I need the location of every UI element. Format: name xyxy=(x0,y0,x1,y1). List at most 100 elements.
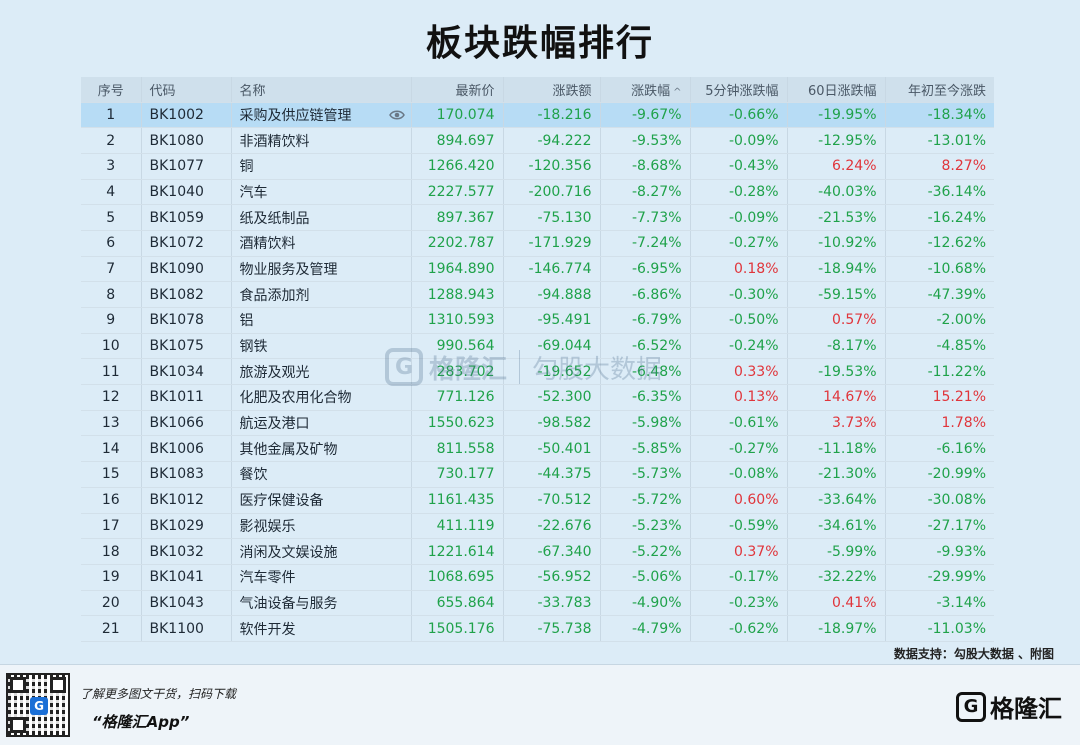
table-row[interactable]: 10 BK1075 钢铁 990.564 -69.044 -6.52% -0.24% -8.1… xyxy=(81,333,994,360)
qr-logo-icon: G xyxy=(30,697,48,715)
table-row[interactable]: 1 BK1002 采购及供应链管理 170.074 -18.216 -9.67% -0.66… xyxy=(81,102,994,129)
cell-name-text: 汽车 xyxy=(239,184,268,201)
col-header-index[interactable]: 序号 xyxy=(81,77,142,103)
table-row[interactable]: 15 BK1083 餐饮 730.177 -44.375 -5.73% -0.08% -21.… xyxy=(81,461,994,488)
cell-ytd: -11.03% xyxy=(885,615,994,642)
cell-change: -44.375 xyxy=(503,461,601,488)
table-row[interactable]: 19 BK1041 汽车零件 1068.695 -56.952 -5.06% -0.17% -… xyxy=(81,564,994,591)
table-row[interactable]: 7 BK1090 物业服务及管理 1964.890 -146.774 -6.95% 0.18… xyxy=(81,256,994,283)
cell-pct-text: -6.95% xyxy=(631,260,682,277)
cell-code: BK1075 xyxy=(141,333,232,360)
cell-5min-text: -0.66% xyxy=(728,106,779,123)
table-body: 1 BK1002 采购及供应链管理 170.074 -18.216 -9.67% -0.66… xyxy=(81,102,994,642)
table-row[interactable]: 9 BK1078 铝 1310.593 -95.491 -6.79% -0.50% 0.57%… xyxy=(81,307,994,334)
cell-code-text: BK1075 xyxy=(149,338,204,355)
cell-code: BK1041 xyxy=(141,564,232,591)
table-row[interactable]: 2 BK1080 非酒精饮料 894.697 -94.222 -9.53% -0.09% -1… xyxy=(81,127,994,154)
cell-pct-text: -5.98% xyxy=(631,415,682,432)
table-row[interactable]: 6 BK1072 酒精饮料 2202.787 -171.929 -7.24% -0.27% -… xyxy=(81,230,994,257)
cell-name: 纸及纸制品 xyxy=(231,204,412,231)
cell-price: 894.697 xyxy=(411,127,504,154)
cell-price: 1550.623 xyxy=(411,410,504,437)
col-header-pct[interactable]: 涨跌幅 ^ xyxy=(600,77,691,103)
cell-5min: -0.30% xyxy=(690,281,788,308)
table-row[interactable]: 3 BK1077 铜 1266.420 -120.356 -8.68% -0.43% 6.24… xyxy=(81,153,994,180)
table-row[interactable]: 11 BK1034 旅游及观光 283.702 -19.652 -6.48% 0.33% -1… xyxy=(81,358,994,386)
col-header-name[interactable]: 名称 xyxy=(231,77,412,103)
cell-pct: -5.72% xyxy=(600,487,691,514)
brand-logo[interactable]: G 格隆汇 xyxy=(956,689,1062,724)
table-row[interactable]: 5 BK1059 纸及纸制品 897.367 -75.130 -7.73% -0.09% -2… xyxy=(81,204,994,231)
cell-change: -50.401 xyxy=(503,435,601,463)
cell-price-text: 2227.577 xyxy=(427,183,495,200)
cell-ytd-text: -18.34% xyxy=(927,106,986,123)
table-row[interactable]: 20 BK1043 气油设备与服务 655.864 -33.783 -4.90% -0.23… xyxy=(81,590,994,617)
cell-name-text: 酒精饮料 xyxy=(239,236,296,253)
cell-index: 9 xyxy=(81,307,142,334)
cell-pct: -6.79% xyxy=(600,307,691,334)
cell-code: BK1029 xyxy=(141,513,232,540)
cell-code-text: BK1034 xyxy=(149,363,204,380)
cell-index-text: 21 xyxy=(101,620,120,637)
cell-5min: -0.43% xyxy=(690,153,788,180)
cell-5min: -0.23% xyxy=(690,590,788,617)
cell-index: 18 xyxy=(81,538,142,565)
cell-name-text: 气油设备与服务 xyxy=(239,595,338,612)
cell-index: 15 xyxy=(81,461,142,488)
cell-change: -171.929 xyxy=(503,230,601,257)
cell-60d-text: -12.95% xyxy=(818,132,877,149)
table-row[interactable]: 17 BK1029 影视娱乐 411.119 -22.676 -5.23% -0.59% -3… xyxy=(81,513,994,540)
cell-price-text: 990.564 xyxy=(436,338,495,355)
col-header-ytd[interactable]: 年初至今涨跌 xyxy=(885,77,994,103)
col-header-code[interactable]: 代码 xyxy=(141,77,232,103)
col-header-price[interactable]: 最新价 xyxy=(411,77,504,103)
cell-index: 12 xyxy=(81,384,142,411)
cell-name-text: 化肥及农用化合物 xyxy=(239,390,352,407)
brand-logo-icon: G xyxy=(956,691,986,722)
cell-change: -200.716 xyxy=(503,179,601,206)
cell-price: 2202.787 xyxy=(411,230,504,257)
col-header-change[interactable]: 涨跌额 xyxy=(503,77,601,103)
table-row[interactable]: 12 BK1011 化肥及农用化合物 771.126 -52.300 -6.35% 0.13… xyxy=(81,384,994,411)
cell-ytd-text: -20.99% xyxy=(927,466,986,483)
cell-5min: -0.09% xyxy=(690,204,788,231)
cell-name-text: 餐饮 xyxy=(239,467,268,484)
cell-name: 食品添加剂 xyxy=(231,281,412,308)
table-row[interactable]: 14 BK1006 其他金属及矿物 811.558 -50.401 -5.85% -0.27… xyxy=(81,435,994,463)
cell-pct-text: -8.27% xyxy=(631,183,682,200)
table-row[interactable]: 18 BK1032 消闲及文娱设施 1221.614 -67.340 -5.22% 0.37… xyxy=(81,538,994,565)
cell-5min: 0.60% xyxy=(690,487,788,514)
cell-code-text: BK1082 xyxy=(149,286,204,303)
cell-ytd: 15.21% xyxy=(885,384,994,411)
cell-code-text: BK1078 xyxy=(149,312,204,329)
cell-price: 730.177 xyxy=(411,461,504,488)
cell-pct-text: -6.79% xyxy=(631,312,682,329)
cell-5min: -0.08% xyxy=(690,461,788,488)
col-header-5min[interactable]: 5分钟涨跌幅 xyxy=(690,77,788,103)
cell-pct-text: -5.72% xyxy=(631,492,682,509)
table-row[interactable]: 4 BK1040 汽车 2227.577 -200.716 -8.27% -0.28% -40… xyxy=(81,179,994,206)
table-row[interactable]: 8 BK1082 食品添加剂 1288.943 -94.888 -6.86% -0.30% -… xyxy=(81,281,994,308)
cell-change-text: -19.652 xyxy=(537,363,592,380)
table-row[interactable]: 21 BK1100 软件开发 1505.176 -75.738 -4.79% -0.62% -… xyxy=(81,615,994,642)
cell-index: 3 xyxy=(81,153,142,180)
cell-5min-text: 0.18% xyxy=(734,260,779,277)
cell-60d-text: -18.97% xyxy=(818,620,877,637)
cell-index-text: 18 xyxy=(101,543,120,560)
cell-price-text: 411.119 xyxy=(436,517,495,534)
cell-index-text: 7 xyxy=(106,260,116,277)
cell-change: -94.888 xyxy=(503,281,601,308)
cell-code-text: BK1012 xyxy=(149,492,204,509)
table-row[interactable]: 13 BK1066 航运及港口 1550.623 -98.582 -5.98% -0.61%… xyxy=(81,410,994,437)
table-row[interactable]: 16 BK1012 医疗保健设备 1161.435 -70.512 -5.72% 0.60%… xyxy=(81,487,994,514)
cell-price-text: 283.702 xyxy=(436,363,495,380)
cell-change-text: -69.044 xyxy=(537,338,592,355)
cell-price: 411.119 xyxy=(411,513,504,540)
qr-code-icon[interactable]: G xyxy=(6,673,70,737)
col-header-60d[interactable]: 60日涨跌幅 xyxy=(787,77,886,103)
eye-icon[interactable] xyxy=(388,107,405,123)
cell-name: 汽车 xyxy=(231,179,412,206)
cell-60d-text: -11.18% xyxy=(818,440,877,457)
cell-ytd-text: 1.78% xyxy=(941,415,986,432)
cell-name: 软件开发 xyxy=(231,615,412,642)
